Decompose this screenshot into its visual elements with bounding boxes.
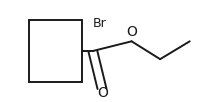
Text: Br: Br: [93, 17, 106, 30]
Text: O: O: [98, 86, 109, 100]
Text: O: O: [126, 25, 137, 39]
